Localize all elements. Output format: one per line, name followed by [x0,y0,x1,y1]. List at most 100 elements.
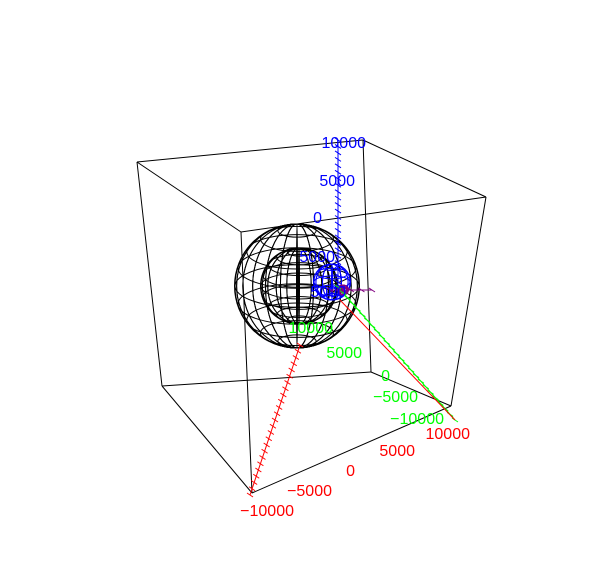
x-axis-tick [269,423,277,429]
purple-axis-tick [368,287,376,293]
z-axis-tick [334,215,342,220]
bounding-box [136,139,487,494]
z-axis-tick [334,144,342,149]
z-axis-tick [334,253,342,259]
box-edge-10 [251,405,452,494]
x-axis-tick [288,367,295,373]
y-axis-tick [407,367,415,373]
x-axis-tick [286,373,293,379]
x-axis-tick [265,436,273,442]
x-tick-label-1: 5000 [379,443,415,460]
x-axis-tick [294,348,302,354]
x-axis-tick [255,467,262,473]
y-clutter-1: 10000 [289,320,334,337]
z-clutter-1: 5000 [299,249,335,266]
z-axis-tick [334,137,342,143]
box-edge-11 [161,385,253,494]
x-axis-tick [246,492,254,498]
y-axis-tick [354,306,361,312]
y-axis-tick [363,317,371,323]
purple-axis [326,287,376,293]
x-tick-label-0: 10000 [426,426,471,443]
z-axis-tick [334,182,342,188]
x-axis-tick [267,430,275,435]
axis-lines [246,137,459,498]
y-tick-label-3: −10000 [390,411,444,428]
y-tick-label-0: 5000 [326,345,362,362]
y-axis-tick [422,384,430,390]
x-tick-label-2: 0 [346,463,355,480]
z-tick-label-1: 5000 [319,173,355,190]
tick-labels: 100005000050000−5000−100001000050000−500… [240,135,470,520]
x-axis-tick [271,417,279,423]
y-axis-tick [339,290,347,295]
box-edge-8 [161,371,372,387]
outer-sphere-outline [234,223,360,349]
y-axis-tick [412,373,420,379]
z-axis-tick [334,266,342,272]
y-axis-tick [334,284,342,290]
z-axis-tick [334,169,342,175]
x-tick-label-4: −10000 [240,503,294,520]
z-axis-tick [334,279,342,285]
y-axis-tick [344,295,352,301]
box-edge-0 [136,139,364,163]
x-tick-label-3: −5000 [287,483,332,500]
z-axis-tick [334,156,342,162]
box-edge-3 [136,161,242,233]
box-edge-5 [362,139,372,373]
z-axis-tick [334,292,342,298]
x-axis-tick [250,480,258,485]
outer-sphere [234,223,360,349]
x-axis-tick [263,442,270,448]
y-axis-tick [432,395,439,401]
z-axis-tick [334,176,342,182]
y-axis-tick [383,340,391,345]
y-axis-tick [398,356,405,362]
y-axis-tick [393,351,400,356]
box-edge-4 [136,161,163,387]
y-tick-label-2: −5000 [373,389,418,406]
y-axis [334,284,459,423]
small-blue-sphere-outline [313,263,351,301]
y-axis-tick [368,323,376,329]
z-axis-tick [334,260,342,266]
purple-axis-tick [358,287,365,293]
z-axis-tick [334,247,342,253]
z-axis-tick [334,221,342,227]
purple-axis-tick [326,287,334,293]
y-axis-tick [427,389,434,395]
z-axis-tick [334,150,342,156]
x-axis-tick [275,405,283,410]
y-axis-tick [359,312,366,318]
x-axis-tick [261,448,268,454]
x-axis-tick [284,380,291,385]
x-axis-tick [296,342,304,348]
sphere-group [234,223,360,349]
y-tick-label-1: 0 [381,368,390,385]
x-axis-tick [292,355,300,360]
z-axis-tick [334,163,342,169]
z-axis-tick [334,189,342,195]
x-axis-tick [290,361,298,367]
z-axis-tick [334,202,342,207]
x-axis-tick [252,473,260,479]
y-axis-tick [373,328,381,334]
y-axis-tick [349,301,356,307]
x-axis-far [339,299,456,421]
inner-sphere [260,247,338,325]
x-axis-tick [280,392,287,398]
y-axis-tick [388,345,395,351]
x-axis-tick [259,455,266,460]
x-axis-tick [277,398,285,404]
purple-axis-tick [347,287,355,293]
z-axis-tick [334,234,342,240]
z-tick-label-2: 0 [313,210,322,227]
y-axis-tick [417,378,425,384]
z-axis-tick [334,240,342,246]
box-edge-1 [362,139,487,198]
z-axis-tick [334,228,342,233]
y-axis-tick [402,362,410,367]
y-axis-tick [378,334,386,340]
x-axis-tick [257,461,264,467]
